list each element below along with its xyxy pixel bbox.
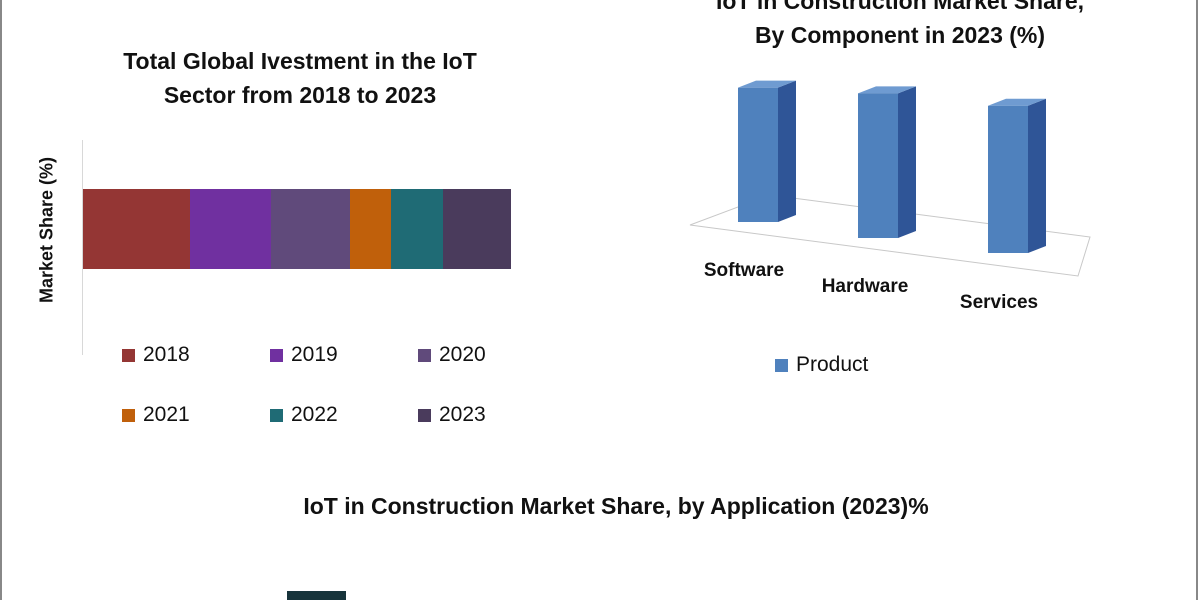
chart1-legend-item-2022: 2022 <box>270 403 418 427</box>
chart1-legend-item-2019: 2019 <box>270 343 418 367</box>
chart1-legend-swatch <box>418 348 431 362</box>
chart1-legend-swatch <box>122 348 135 362</box>
chart1-segment-2022 <box>391 189 443 269</box>
chart2-bar-top-services <box>988 98 1046 106</box>
chart1-legend-swatch <box>270 348 283 362</box>
chart1-legend-swatch <box>122 408 135 422</box>
chart1-y-axis-line <box>82 140 83 355</box>
chart1-segment-2020 <box>271 189 351 269</box>
chart1-segment-2018 <box>83 189 190 269</box>
chart2-title-line2: By Component in 2023 (%) <box>754 22 1046 48</box>
chart2-title-line1: IoT in Construction Market Share, <box>715 0 1085 14</box>
chart2-bar-services <box>988 105 1028 253</box>
chart1-legend-item-2018: 2018 <box>122 343 270 367</box>
chart1-legend: 2018 2019 2020 2021 2022 2023 <box>122 343 522 427</box>
chart1-segment-2021 <box>350 189 392 269</box>
chart2-bar-top-hardware <box>858 86 916 94</box>
chart2-bar-software <box>738 87 778 223</box>
chart2-legend: Product <box>775 353 868 377</box>
chart1-stacked-bar <box>83 189 511 269</box>
chart3-bar-partial <box>287 591 346 600</box>
chart1-title-line1: Total Global Ivestment in the IoT <box>123 48 477 74</box>
chart1-legend-label: 2023 <box>439 403 486 426</box>
chart2-bar-top-software <box>738 80 796 88</box>
chart2-category-label-services: Services <box>960 292 1038 313</box>
chart1-legend-item-2020: 2020 <box>418 343 522 367</box>
chart3-title: IoT in Construction Market Share, by App… <box>303 493 929 519</box>
chart2-title: IoT in Construction Market Share, By Com… <box>640 0 1160 52</box>
chart2-bar-side-services <box>1028 98 1046 253</box>
chart1-legend-label: 2019 <box>291 343 338 366</box>
chart2-plot: Software Hardware Services <box>689 80 1091 313</box>
chart1-legend-swatch <box>270 408 283 422</box>
chart2-bar-hardware <box>858 93 898 238</box>
chart1-legend-label: 2022 <box>291 403 338 426</box>
chart2-legend-swatch <box>775 358 788 372</box>
chart2-category-label-hardware: Hardware <box>822 276 909 297</box>
chart1-segment-2019 <box>190 189 272 269</box>
chart1-legend-item-2023: 2023 <box>418 403 522 427</box>
chart1-y-axis-label: Market Share (%) <box>36 156 57 304</box>
chart1-title: Total Global Ivestment in the IoT Sector… <box>60 44 540 112</box>
chart2-bar-side-hardware <box>898 86 916 238</box>
chart1-title-line2: Sector from 2018 to 2023 <box>163 82 437 108</box>
chart1-legend-label: 2021 <box>143 403 190 426</box>
chart2-legend-label: Product <box>796 353 869 376</box>
chart2-bar-side-software <box>778 80 796 223</box>
chart2-category-label-software: Software <box>704 260 784 281</box>
chart1-legend-label: 2018 <box>143 343 190 366</box>
chart1-legend-swatch <box>418 408 431 422</box>
chart1-segment-2023 <box>442 189 511 269</box>
chart1-legend-item-2021: 2021 <box>122 403 270 427</box>
chart1-legend-label: 2020 <box>439 343 486 366</box>
